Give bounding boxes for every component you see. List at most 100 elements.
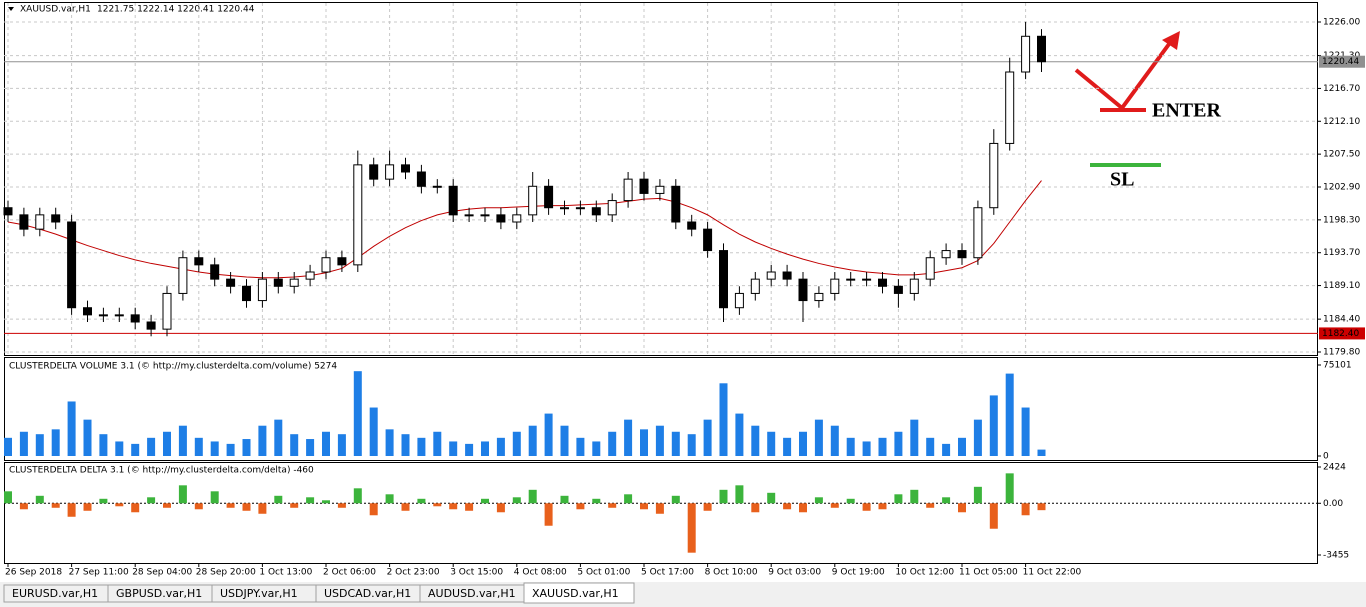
x-tick-label: 4 Oct 08:00: [514, 568, 567, 578]
bar: [274, 495, 283, 504]
bar: [608, 431, 617, 456]
tab-label[interactable]: USDCAD.var,H1: [324, 587, 411, 600]
bar: [194, 437, 203, 456]
tab-label[interactable]: USDJPY.var,H1: [220, 587, 298, 600]
trade-arrow: [1074, 31, 1180, 167]
y-tick-label: 1179.80: [1323, 348, 1360, 358]
bar: [576, 503, 585, 510]
bar: [751, 425, 760, 456]
bar: [528, 489, 537, 504]
y-tick-label: 0.00: [1323, 499, 1343, 509]
menu-icon[interactable]: [8, 7, 14, 11]
bar: [115, 503, 124, 507]
candle-body: [226, 278, 236, 287]
y-tick-label: 2424: [1323, 463, 1346, 473]
bar: [973, 419, 982, 456]
candle-body: [114, 314, 124, 317]
y-tick-label: 1189.10: [1323, 281, 1360, 291]
bar: [576, 437, 585, 456]
bar: [544, 413, 553, 456]
bar: [67, 401, 76, 456]
tab-label[interactable]: XAUUSD.var,H1: [532, 587, 619, 600]
main-panel: [4, 2, 1318, 356]
candle-body: [846, 278, 856, 281]
candle-body: [337, 257, 347, 266]
candle-body: [528, 185, 538, 216]
candle-body: [257, 278, 267, 302]
x-tick-label: 1 Oct 13:00: [259, 568, 312, 578]
bar: [258, 503, 267, 514]
candle-body: [878, 278, 887, 287]
bar: [1021, 503, 1030, 516]
tab[interactable]: [523, 582, 635, 604]
y-tick-label: 75101: [1323, 361, 1352, 371]
candle-body: [448, 185, 458, 216]
bar: [131, 503, 140, 513]
bar: [178, 425, 187, 456]
tab-label[interactable]: GBPUSD.var,H1: [116, 587, 202, 600]
x-tick-label: 2 Oct 23:00: [387, 568, 440, 578]
bar: [671, 495, 680, 504]
bar: [560, 425, 569, 456]
bar: [958, 437, 966, 456]
y-tick-label: 1202.90: [1323, 183, 1360, 193]
bar: [814, 419, 823, 456]
candle-body: [591, 207, 601, 216]
price-level-box: [1319, 55, 1365, 68]
candle-body: [35, 214, 45, 230]
bar: [1005, 473, 1014, 504]
bar: [35, 495, 44, 504]
x-tick-label: 9 Oct 19:00: [832, 568, 885, 578]
y-tick-label: 1184.40: [1323, 315, 1360, 325]
bar: [131, 443, 140, 456]
bar: [99, 434, 108, 456]
volume-panel: [4, 357, 1318, 461]
candle-body: [1037, 35, 1046, 63]
bar: [496, 503, 505, 513]
bar: [83, 503, 92, 511]
candle-body: [146, 321, 156, 330]
candle-body: [432, 185, 442, 188]
candle-body: [289, 278, 299, 287]
candle-body: [830, 278, 840, 294]
bar: [719, 383, 728, 456]
bar: [799, 503, 807, 513]
bar: [449, 441, 458, 456]
bar: [1037, 503, 1046, 511]
candle-body: [544, 185, 554, 209]
bar: [592, 498, 601, 504]
bar: [830, 503, 839, 508]
bar: [671, 431, 680, 456]
bar: [147, 437, 156, 456]
bar: [194, 503, 203, 510]
candle-body: [385, 164, 395, 180]
candle-body: [130, 314, 140, 323]
candle-body: [369, 164, 379, 180]
candle-body: [623, 178, 633, 202]
bar: [560, 495, 569, 504]
x-tick-label: 28 Sep 04:00: [132, 568, 192, 578]
candle-body: [575, 207, 585, 210]
bar: [99, 498, 108, 504]
bar: [973, 486, 982, 504]
candle-body: [703, 228, 713, 252]
tab-label[interactable]: EURUSD.var,H1: [12, 587, 98, 600]
candle-body: [416, 171, 426, 187]
bar: [926, 503, 935, 508]
bar: [322, 500, 330, 504]
candle-body: [305, 271, 315, 280]
bar: [878, 437, 887, 456]
candle-body: [734, 292, 744, 309]
bar: [989, 395, 998, 456]
tab-label[interactable]: AUDUSD.var,H1: [428, 587, 516, 600]
bar: [735, 485, 744, 504]
candle-body: [766, 271, 776, 280]
candle-body: [957, 250, 967, 259]
candle-body: [941, 250, 951, 259]
sl-annotation: SL: [1110, 169, 1134, 191]
bar: [799, 431, 807, 456]
bar: [958, 503, 966, 513]
bar: [210, 441, 219, 456]
